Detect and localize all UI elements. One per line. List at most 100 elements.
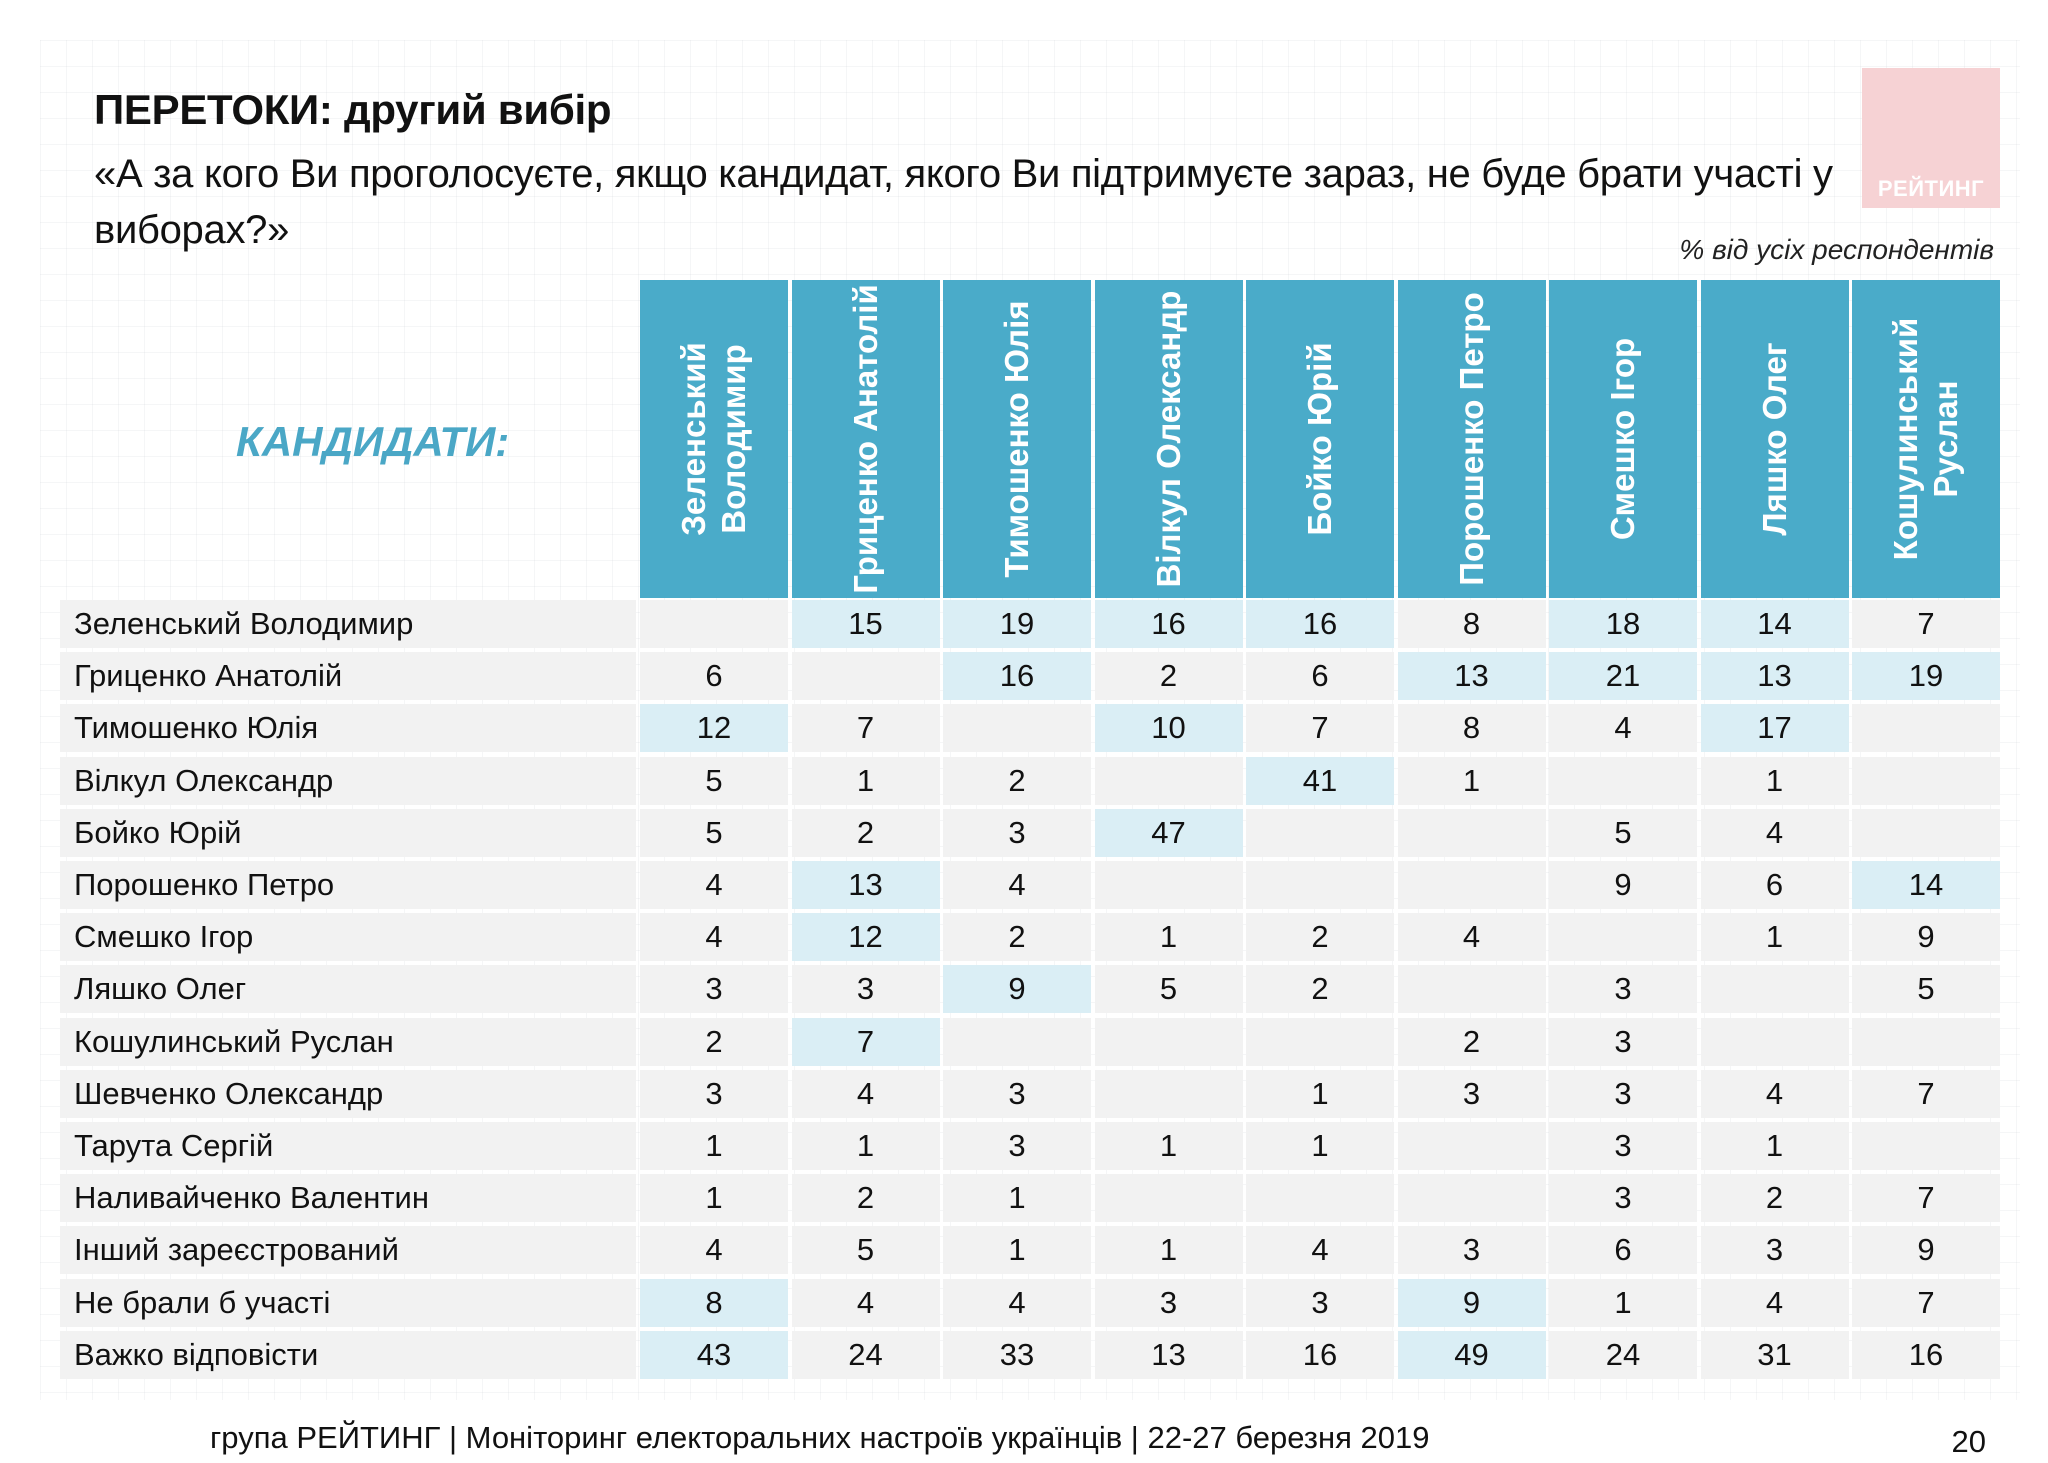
table-cell: 7: [1852, 1069, 2000, 1118]
table-cell: 31: [1700, 1330, 1849, 1379]
row-label: Не брали б участі: [74, 1284, 331, 1320]
table-cell: [943, 704, 1091, 753]
table-cell: 17: [1700, 704, 1849, 753]
table-cell: 2: [1700, 1174, 1849, 1223]
table-cell: 2: [1246, 913, 1394, 962]
table-cell: 9: [1549, 861, 1697, 909]
table-cell: 16: [1246, 1330, 1394, 1379]
table-cell: 2: [640, 1017, 788, 1066]
column-header-line: Бойко Юрій: [1301, 342, 1338, 536]
table-cell: 1: [791, 756, 940, 805]
row-label: Зеленський Володимир: [74, 606, 414, 641]
logo-text: РЕЙТИНГ: [1877, 176, 1985, 201]
table-cell: 4: [791, 1069, 940, 1118]
table-cell: 4: [1700, 1069, 1849, 1118]
column-header-line: Смешко Ігор: [1604, 337, 1641, 541]
table-cell: 3: [1549, 1017, 1697, 1066]
table-cell: [640, 600, 788, 648]
table-cell: [1246, 861, 1394, 909]
column-header-label: Ляшко Олег: [1705, 289, 1845, 589]
table-cell: [1852, 808, 2000, 857]
table-cell: 24: [791, 1330, 940, 1379]
column-header-label: Зеленський Володимир: [644, 289, 784, 589]
column-header-line: Кошулинський: [1887, 317, 1924, 561]
table-row: [60, 600, 636, 648]
column-header-label: Бойко Юрій: [1250, 289, 1390, 589]
column-header-label: Тимошенко Юлія: [947, 289, 1087, 589]
table-cell: 5: [640, 808, 788, 857]
row-label: Важко відповісти: [74, 1336, 319, 1372]
table-cell: 9: [1852, 913, 2000, 962]
table-cell: 43: [640, 1330, 788, 1379]
table-cell: 5: [1549, 808, 1697, 857]
table-cell: 3: [1397, 1226, 1546, 1275]
row-header-label: КАНДИДАТИ:: [236, 418, 510, 465]
table-cell: 1: [640, 1122, 788, 1170]
column-header-line: Вілкул Олександр: [1149, 290, 1187, 588]
row-label: Тимошенко Юлія: [74, 710, 319, 746]
table-cell: 14: [1852, 861, 2000, 909]
table-cell: 18: [1549, 600, 1697, 648]
table-cell: 3: [1549, 1122, 1697, 1170]
table-cell: 13: [1094, 1330, 1243, 1379]
table-cell: 15: [791, 600, 940, 648]
table-row: [60, 756, 636, 805]
table-cell: [1852, 704, 2000, 753]
table-row: [60, 1174, 636, 1223]
table-cell: 4: [1549, 704, 1697, 753]
table-cell: [1094, 756, 1243, 805]
table-cell: 2: [943, 913, 1091, 962]
table-cell: 2: [1246, 965, 1394, 1014]
table-cell: 8: [1397, 600, 1546, 648]
table-cell: 6: [1700, 861, 1849, 909]
row-label: Порошенко Петро: [74, 867, 335, 902]
table-cell: [791, 652, 940, 701]
table-cell: 2: [791, 808, 940, 857]
unit-note: % від усіх респондентів: [1679, 234, 1994, 265]
table-cell: 7: [1852, 600, 2000, 648]
table-row: [60, 1330, 636, 1379]
column-header: Ляшко Олег: [1700, 280, 1849, 598]
table-cell: 3: [943, 1122, 1091, 1170]
column-header-label: Вілкул Олександр: [1099, 289, 1239, 589]
column-header-line: Зеленський: [675, 342, 712, 536]
table-cell: 1: [1549, 1278, 1697, 1327]
table-row: [60, 1226, 636, 1275]
row-label: Тарута Сергій: [74, 1128, 274, 1163]
table-cell: 9: [943, 965, 1091, 1014]
table-cell: [1397, 861, 1546, 909]
table-cell: [1246, 1174, 1394, 1223]
table-cell: 4: [1700, 1278, 1849, 1327]
table-cell: 3: [640, 1069, 788, 1118]
table-row: [60, 652, 636, 701]
table-cell: 1: [943, 1226, 1091, 1275]
column-header-line: Руслан: [1927, 380, 1964, 498]
table-cell: [1094, 1069, 1243, 1118]
column-header-label: Кошулинський Руслан: [1856, 289, 1996, 589]
table-cell: 7: [1852, 1278, 2000, 1327]
column-header: Гриценко Анатолій: [791, 280, 940, 598]
column-header-line: Тимошенко Юлія: [998, 300, 1035, 578]
table-cell: 4: [1397, 913, 1546, 962]
table-cell: 12: [791, 913, 940, 962]
table-cell: 4: [1700, 808, 1849, 857]
table-cell: 10: [1094, 704, 1243, 753]
table-cell: [1094, 861, 1243, 909]
table-cell: 3: [1700, 1226, 1849, 1275]
table-row: [60, 808, 636, 857]
table-cell: 4: [640, 913, 788, 962]
table-cell: 16: [1852, 1330, 2000, 1379]
table-cell: [1549, 913, 1697, 962]
column-header: Зеленський Володимир: [640, 280, 788, 598]
table-row: [60, 1069, 636, 1118]
table-cell: [1246, 808, 1394, 857]
table-cell: 2: [791, 1174, 940, 1223]
table-cell: 16: [1094, 600, 1243, 648]
column-header-label: Гриценко Анатолій: [796, 284, 936, 593]
table-cell: [1397, 965, 1546, 1014]
table-cell: 5: [640, 756, 788, 805]
table-row: [60, 704, 636, 753]
table-cell: [1094, 1174, 1243, 1223]
table-cell: 3: [943, 808, 1091, 857]
table-row: [60, 1017, 636, 1066]
